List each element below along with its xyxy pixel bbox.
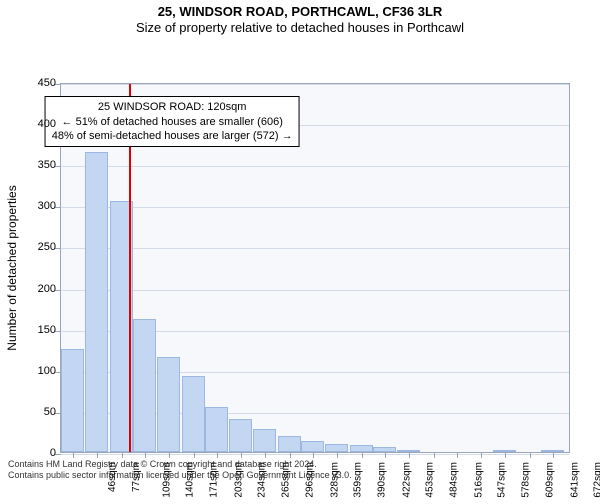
x-tick (97, 452, 98, 458)
x-tick (409, 452, 410, 458)
gridline (61, 166, 569, 167)
x-tick (265, 452, 266, 458)
histogram-bar (85, 152, 108, 452)
x-tick (457, 452, 458, 458)
gridline (61, 454, 569, 455)
x-tick (73, 452, 74, 458)
gridline (61, 207, 569, 208)
histogram-bar (182, 376, 205, 452)
x-tick-label: 578sqm (521, 462, 532, 498)
y-tick-label: 100 (38, 365, 56, 377)
y-tick-label: 150 (38, 324, 56, 336)
x-tick (145, 452, 146, 458)
x-tick-label: 46sqm (107, 462, 118, 492)
y-tick-label: 0 (50, 447, 56, 459)
x-tick-label: 453sqm (425, 462, 436, 498)
annotation-line-2: ← 51% of detached houses are smaller (60… (52, 115, 293, 129)
x-tick (553, 452, 554, 458)
x-tick (530, 452, 531, 458)
x-tick (337, 452, 338, 458)
gridline (61, 84, 569, 85)
x-tick-label: 359sqm (353, 462, 364, 498)
x-tick (313, 452, 314, 458)
x-tick (290, 452, 291, 458)
x-tick (241, 452, 242, 458)
y-axis-label: Number of detached properties (5, 185, 19, 350)
y-tick-label: 200 (38, 283, 56, 295)
plot-area: 46sqm77sqm109sqm140sqm171sqm203sqm234sqm… (60, 83, 570, 453)
x-tick-label: 422sqm (401, 462, 412, 498)
x-tick (505, 452, 506, 458)
x-tick-label: 516sqm (473, 462, 484, 498)
histogram-bar (157, 357, 180, 452)
x-tick-label: 328sqm (329, 462, 340, 498)
x-tick (122, 452, 123, 458)
y-tick-label: 450 (38, 77, 56, 89)
x-tick-label: 390sqm (377, 462, 388, 498)
page-subtitle: Size of property relative to detached ho… (0, 20, 600, 35)
x-tick-label: 234sqm (257, 462, 268, 498)
x-tick (481, 452, 482, 458)
histogram-chart: Number of detached properties 46sqm77sqm… (60, 83, 570, 453)
histogram-bar (133, 319, 156, 452)
histogram-bar (253, 429, 276, 452)
x-tick (434, 452, 435, 458)
x-tick (169, 452, 170, 458)
y-tick-label: 300 (38, 200, 56, 212)
x-tick-label: 140sqm (185, 462, 196, 498)
y-tick-label: 50 (44, 406, 56, 418)
gridline (61, 290, 569, 291)
gridline (61, 248, 569, 249)
x-tick (194, 452, 195, 458)
y-tick-label: 400 (38, 118, 56, 130)
x-tick (362, 452, 363, 458)
histogram-bar (205, 407, 228, 452)
x-tick-label: 641sqm (569, 462, 580, 498)
x-tick-label: 672sqm (593, 462, 600, 498)
x-tick-label: 109sqm (161, 462, 172, 498)
histogram-bar (229, 419, 252, 452)
annotation-line-3: 48% of semi-detached houses are larger (… (52, 129, 293, 143)
x-tick-label: 609sqm (545, 462, 556, 498)
histogram-bar (301, 441, 324, 453)
x-tick-label: 77sqm (131, 462, 142, 492)
x-tick-label: 547sqm (497, 462, 508, 498)
x-tick (385, 452, 386, 458)
y-tick-label: 350 (38, 159, 56, 171)
annotation-box: 25 WINDSOR ROAD: 120sqm← 51% of detached… (45, 96, 300, 147)
histogram-bar (325, 444, 348, 452)
x-tick-label: 171sqm (209, 462, 220, 498)
histogram-bar (278, 436, 301, 452)
x-tick-label: 296sqm (305, 462, 316, 498)
x-tick (217, 452, 218, 458)
x-tick-label: 484sqm (449, 462, 460, 498)
x-tick-label: 265sqm (281, 462, 292, 498)
y-tick-label: 250 (38, 241, 56, 253)
page-title: 25, WINDSOR ROAD, PORTHCAWL, CF36 3LR (0, 4, 600, 19)
x-tick-label: 203sqm (233, 462, 244, 498)
histogram-bar (61, 349, 84, 452)
annotation-line-1: 25 WINDSOR ROAD: 120sqm (52, 100, 293, 114)
